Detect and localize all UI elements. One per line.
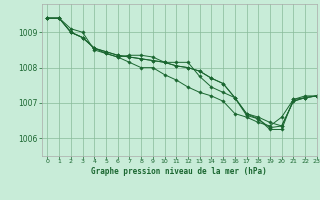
X-axis label: Graphe pression niveau de la mer (hPa): Graphe pression niveau de la mer (hPa) [91,167,267,176]
